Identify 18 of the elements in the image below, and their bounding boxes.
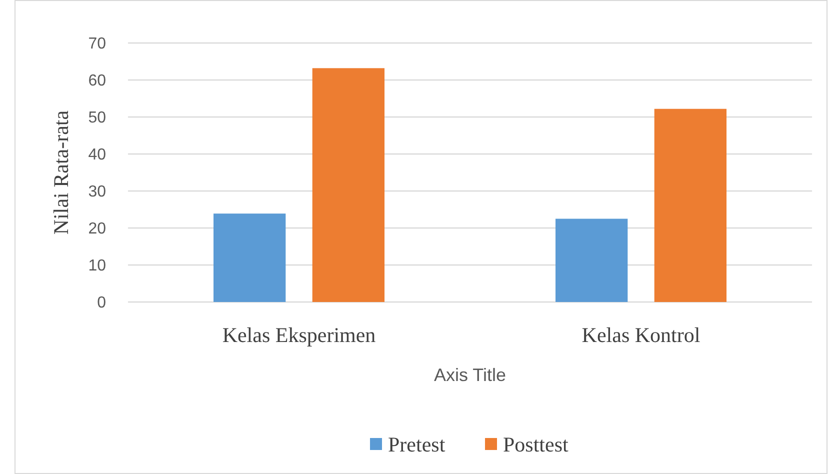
bar: [312, 68, 384, 302]
y-tick-label: 0: [97, 294, 106, 312]
x-axis-title: Axis Title: [434, 365, 506, 385]
bar: [654, 108, 726, 302]
y-tick-label: 40: [88, 146, 106, 164]
y-axis-title: Nilai Rata-rata: [49, 110, 73, 235]
y-tick-label: 70: [88, 36, 106, 53]
bar: [214, 214, 286, 302]
x-tick-label: Kelas Eksperimen: [222, 323, 376, 347]
y-tick-label: 30: [88, 184, 106, 201]
bar: [556, 218, 628, 302]
x-tick-label: Kelas Kontrol: [582, 323, 700, 347]
y-tick-label: 60: [88, 72, 106, 90]
legend-label: Pretest: [388, 432, 446, 456]
y-tick-label: 20: [88, 220, 106, 238]
y-tick-label: 50: [88, 110, 106, 127]
y-tick-label: 10: [88, 258, 106, 275]
legend-label: Posttest: [503, 432, 569, 456]
